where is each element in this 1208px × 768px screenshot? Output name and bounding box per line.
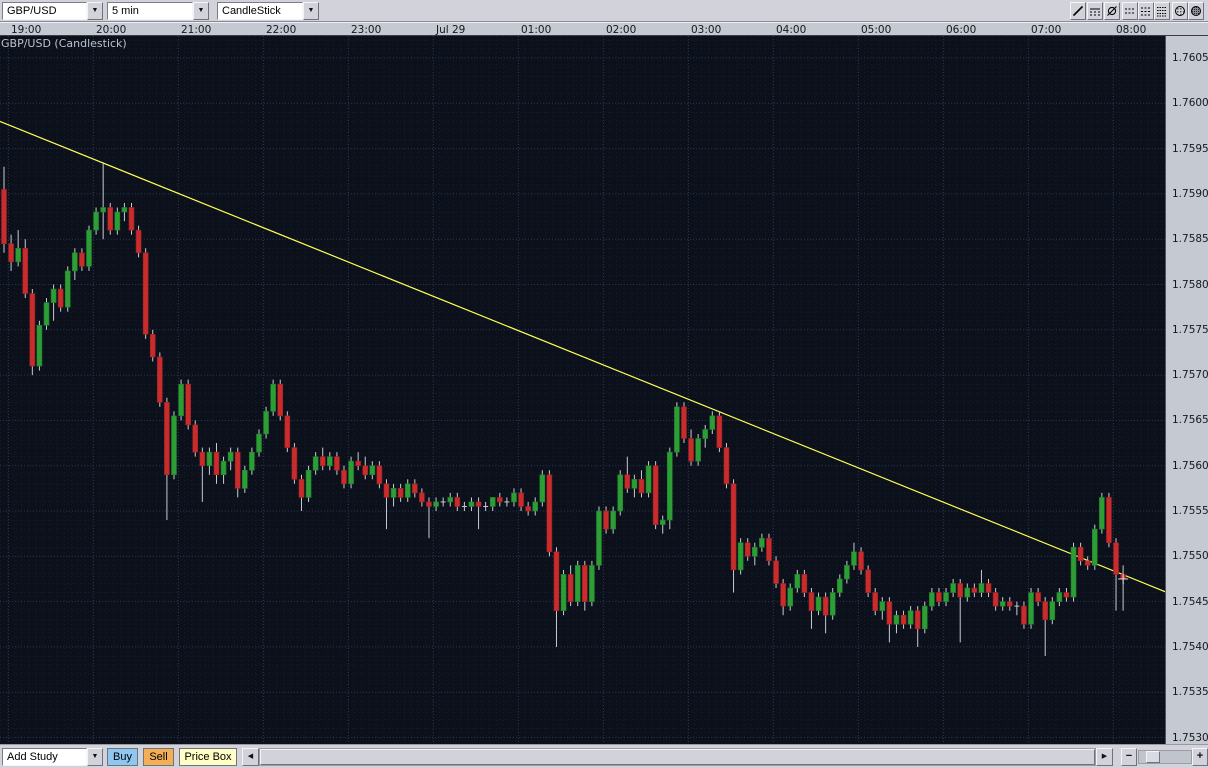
price-axis-label: 1.7585 [1172,233,1208,246]
time-axis-label: 20:00 [96,24,127,36]
price-axis-label: 1.7600 [1172,97,1208,110]
add-study-value[interactable]: Add Study [2,748,87,766]
grid-style-dense-button[interactable] [1154,2,1170,20]
price-axis-label: 1.7535 [1172,686,1208,699]
pattern-light-button[interactable] [1172,2,1188,20]
time-axis-label: 06:00 [946,24,977,36]
scroll-right-button[interactable]: ▶ [1096,748,1113,766]
interval-value[interactable]: 5 min [107,2,193,20]
add-study-dropdown-arrow-icon[interactable]: ▼ [87,748,103,766]
price-axis-label: 1.7595 [1172,142,1208,155]
price-axis-label: 1.7605 [1172,52,1208,64]
line-tool-button[interactable] [1070,2,1086,20]
candlestick-chart[interactable] [0,36,1165,744]
null-symbol-icon [1107,6,1117,16]
chart-scrollbar-thumb[interactable] [260,749,1095,765]
grid-dashed-sparse-icon [1125,8,1135,14]
chart-scrollbar-track[interactable] [259,748,1096,766]
price-axis-label: 1.7560 [1172,459,1208,472]
time-axis-label: 21:00 [181,24,212,36]
price-axis-label: 1.7550 [1172,550,1208,563]
pattern-circle-light-icon [1175,6,1185,16]
dashed-levels-icon [1090,8,1100,16]
price-axis-label: 1.7555 [1172,505,1208,517]
interval-select[interactable]: 5 min ▼ [107,2,209,20]
grid-style-medium-button[interactable] [1138,2,1154,20]
time-axis-label: 23:00 [351,24,382,36]
chart-canvas[interactable]: GBP/USD (Candlestick) [0,36,1165,744]
time-axis-label: 08:00 [1116,24,1147,36]
time-axis-label: 05:00 [861,24,892,36]
price-axis-label: 1.7545 [1172,595,1208,608]
scroll-left-button[interactable]: ◀ [242,748,259,766]
symbol-dropdown-arrow-icon[interactable]: ▼ [87,2,103,20]
price-axis-label: 1.7540 [1172,640,1208,653]
chart-type-select[interactable]: CandleStick ▼ [217,2,319,20]
trendline [0,120,1165,593]
pattern-circle-dark-icon [1191,6,1201,16]
study-levels-button[interactable] [1087,2,1103,20]
price-axis-label: 1.7565 [1172,414,1208,427]
clear-drawings-button[interactable] [1104,2,1120,20]
time-axis-label: Jul 29 [436,24,466,36]
time-axis-label: 03:00 [691,24,722,36]
zoom-out-button[interactable]: − [1121,748,1137,766]
line-tool-icon [1072,5,1084,17]
chart-title-watermark: GBP/USD (Candlestick) [1,37,127,50]
buy-button[interactable]: Buy [107,748,138,766]
time-axis-label: 07:00 [1031,24,1062,36]
add-study-select[interactable]: Add Study ▼ [2,748,103,766]
zoom-in-button[interactable]: + [1192,748,1208,766]
time-axis-label: 02:00 [606,24,637,36]
chart-type-dropdown-arrow-icon[interactable]: ▼ [303,2,319,20]
time-axis-label: 19:00 [11,24,42,36]
time-axis-label: 22:00 [266,24,297,36]
chart-type-value[interactable]: CandleStick [217,2,303,20]
price-axis-label: 1.7570 [1172,369,1208,382]
top-toolbar: GBP/USD ▼ 5 min ▼ CandleStick ▼ [0,0,1208,22]
grid-style-sparse-button[interactable] [1122,2,1138,20]
pattern-dark-button[interactable] [1188,2,1204,20]
symbol-value[interactable]: GBP/USD [2,2,87,20]
price-axis-label: 1.7580 [1172,278,1208,291]
price-box-button[interactable]: Price Box [179,748,237,766]
time-axis: 19:00 20:00 21:00 22:00 23:00 Jul 29 01:00 02:0… [0,22,1208,36]
price-axis-label: 1.7530 [1172,731,1208,744]
sell-button[interactable]: Sell [143,748,174,766]
price-axis: 1.7605 1.7600 1.7595 1.7590 1.7585 1.7580 1.75… [1165,36,1208,744]
interval-dropdown-arrow-icon[interactable]: ▼ [193,2,209,20]
zoom-slider-track[interactable] [1138,750,1192,764]
price-axis-label: 1.7590 [1172,187,1208,200]
grid-dashed-dense-icon [1157,7,1167,17]
bottom-toolbar: Add Study ▼ Buy Sell Price Box ◀ ▶ − + [0,744,1208,768]
time-axis-label: 04:00 [776,24,807,36]
grid-dashed-medium-icon [1141,7,1151,16]
zoom-slider-thumb[interactable] [1146,751,1160,763]
price-axis-label: 1.7575 [1172,323,1208,336]
symbol-select[interactable]: GBP/USD ▼ [2,2,103,20]
time-axis-label: 01:00 [521,24,552,36]
